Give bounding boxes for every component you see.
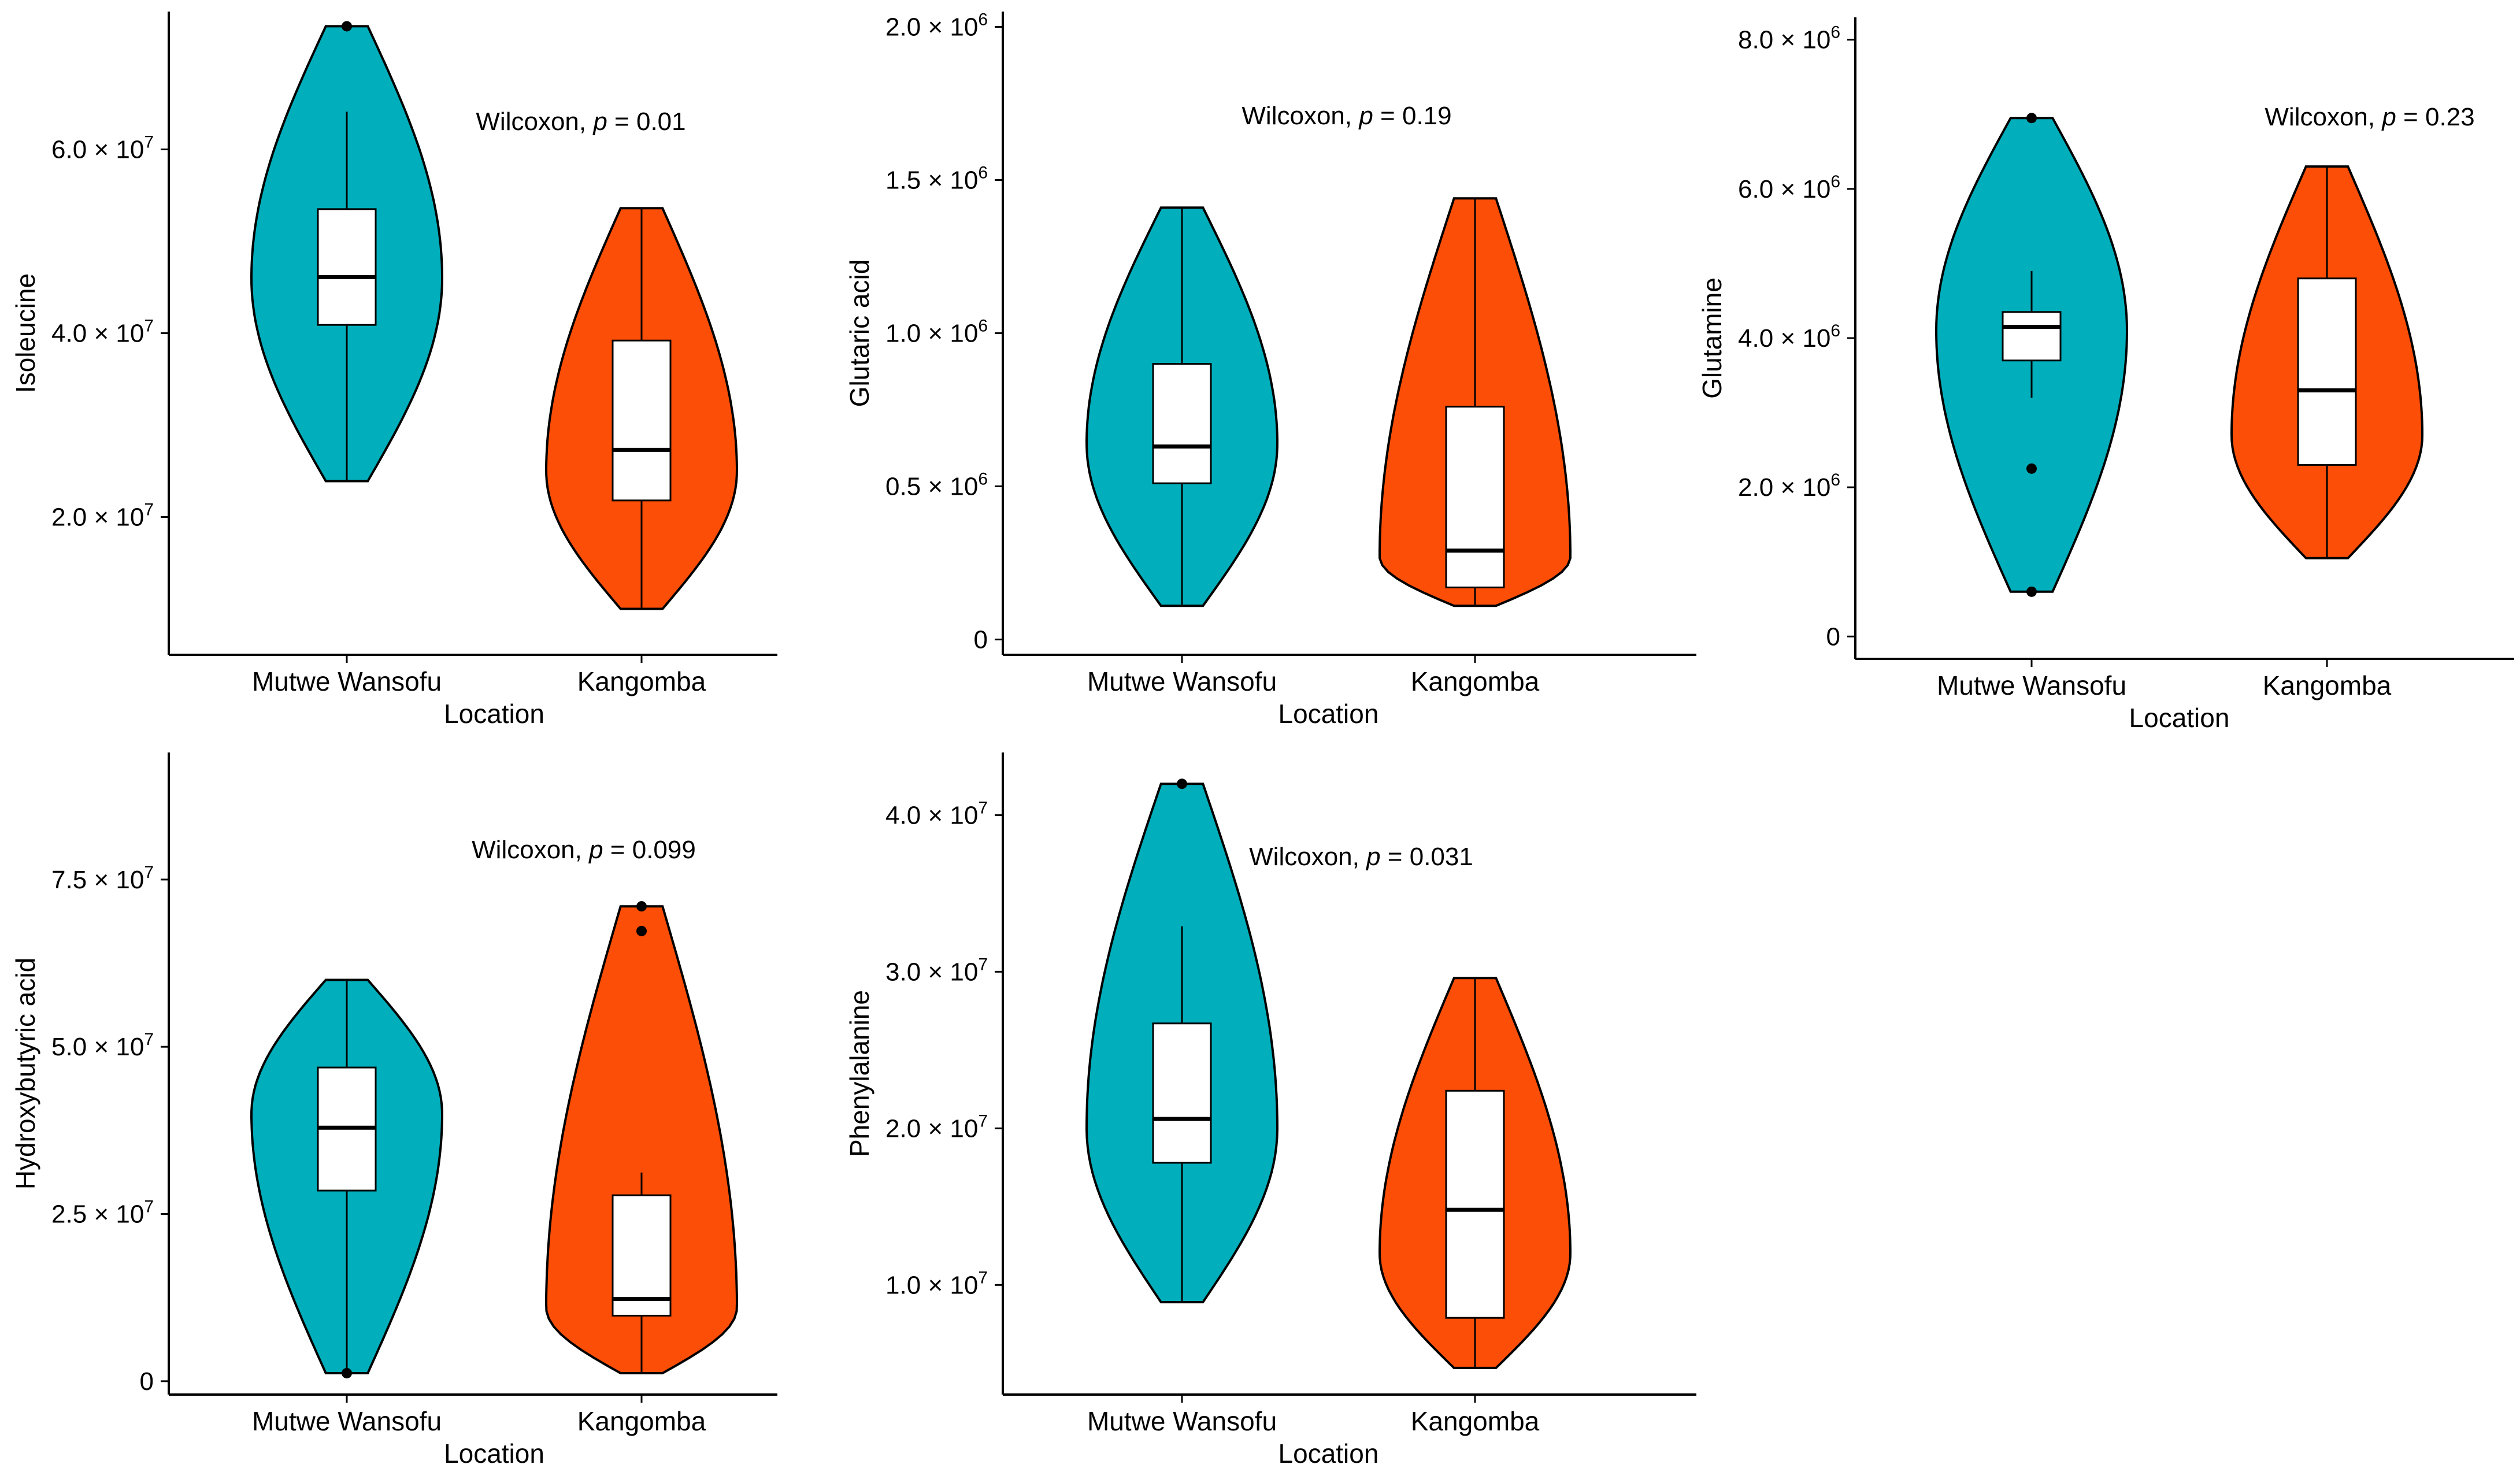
box: [1152, 363, 1212, 484]
x-tick-label: Mutwe Wansofu: [1087, 1406, 1277, 1436]
outlier-point: [2026, 463, 2037, 474]
y-tick-label: 2.0 × 106: [1738, 470, 1840, 502]
outlier-point: [1177, 778, 1187, 789]
x-tick-label: Kangomba: [577, 666, 706, 696]
y-axis-title: Glutamine: [1697, 277, 1727, 399]
x-tick-label: Kangomba: [2263, 670, 2392, 700]
y-tick-label: 4.0 × 107: [885, 798, 988, 829]
x-tick-label: Kangomba: [577, 1406, 706, 1436]
x-axis-title: Location: [1278, 699, 1379, 729]
y-tick-label: 2.0 × 106: [885, 10, 988, 42]
y-axis-title: Isoleucine: [10, 273, 40, 393]
y-tick-label: 6.0 × 106: [1738, 172, 1840, 203]
outlier-point: [2026, 586, 2037, 597]
x-tick-label: Kangomba: [1411, 1406, 1540, 1436]
outlier-point: [636, 925, 647, 936]
outlier-point: [2026, 113, 2037, 124]
wilcoxon-annotation: Wilcoxon, p = 0.23: [2265, 103, 2474, 131]
chart-panel-5: 1.0 × 107 2.0 × 107 3.0 × 107 4.0 × 107 Mutw…: [844, 752, 1696, 1469]
wilcoxon-annotation: Wilcoxon, p = 0.099: [472, 836, 696, 864]
x-axis-title: Location: [2129, 703, 2230, 733]
x-tick-label: Kangomba: [1411, 666, 1540, 696]
y-tick-label: 0: [974, 626, 988, 654]
y-tick-label: 4.0 × 107: [51, 317, 154, 348]
x-tick-label: Mutwe Wansofu: [1087, 666, 1277, 696]
y-tick-label: 4.0 × 106: [1738, 321, 1840, 353]
y-tick-label: 1.0 × 106: [885, 317, 988, 348]
wilcoxon-annotation: Wilcoxon, p = 0.01: [476, 107, 685, 136]
box: [1445, 406, 1505, 588]
y-tick-label: 2.0 × 107: [885, 1111, 988, 1143]
x-tick-label: Mutwe Wansofu: [252, 1406, 442, 1436]
box: [2002, 311, 2062, 362]
y-tick-label: 8.0 × 106: [1738, 23, 1840, 54]
x-tick-label: Mutwe Wansofu: [1937, 670, 2126, 700]
box: [1152, 1022, 1212, 1164]
box: [2297, 277, 2357, 466]
y-axis-title: Phenylalanine: [844, 990, 874, 1157]
chart-panel-4: 0 2.5 × 107 5.0 × 107 7.5 × 107 Mutwe Wansof…: [10, 752, 777, 1469]
x-axis-title: Location: [1278, 1438, 1379, 1469]
box: [1445, 1089, 1505, 1319]
box: [317, 208, 377, 326]
y-tick-label: 3.0 × 107: [885, 955, 988, 986]
y-tick-label: 5.0 × 107: [51, 1030, 154, 1061]
y-tick-label: 0.5 × 106: [885, 470, 988, 501]
y-axis-title: Glutaric acid: [844, 259, 874, 407]
y-axis-title: Hydroxybutyric acid: [10, 958, 40, 1189]
chart-panel-3: 0 2.0 × 106 4.0 × 106 6.0 × 106 8.0 × 106 Mut…: [1697, 17, 2514, 733]
wilcoxon-annotation: Wilcoxon, p = 0.19: [1242, 102, 1451, 130]
chart-panel-1: 2.0 × 107 4.0 × 107 6.0 × 107 Mutwe Wansofu…: [10, 12, 777, 729]
y-tick-label: 6.0 × 107: [51, 133, 154, 164]
y-tick-label: 1.5 × 106: [885, 164, 988, 195]
y-tick-label: 1.0 × 107: [885, 1268, 988, 1299]
y-tick-label: 2.0 × 107: [51, 500, 154, 532]
y-tick-label: 0: [1826, 622, 1840, 651]
box: [612, 1194, 672, 1317]
outlier-point: [636, 901, 647, 912]
box: [612, 339, 672, 502]
y-tick-label: 0: [140, 1367, 154, 1396]
x-axis-title: Location: [444, 699, 544, 729]
outlier-point: [342, 1367, 352, 1378]
wilcoxon-annotation: Wilcoxon, p = 0.031: [1249, 843, 1473, 871]
x-tick-label: Mutwe Wansofu: [252, 666, 442, 696]
outlier-point: [342, 21, 352, 32]
x-axis-title: Location: [444, 1438, 544, 1469]
y-tick-label: 7.5 × 107: [51, 863, 154, 894]
chart-panel-2: 0 0.5 × 106 1.0 × 106 1.5 × 106 2.0 × 106 Mut…: [844, 10, 1696, 729]
y-tick-label: 2.5 × 107: [51, 1197, 154, 1229]
violin-kangomba: [544, 905, 739, 1374]
